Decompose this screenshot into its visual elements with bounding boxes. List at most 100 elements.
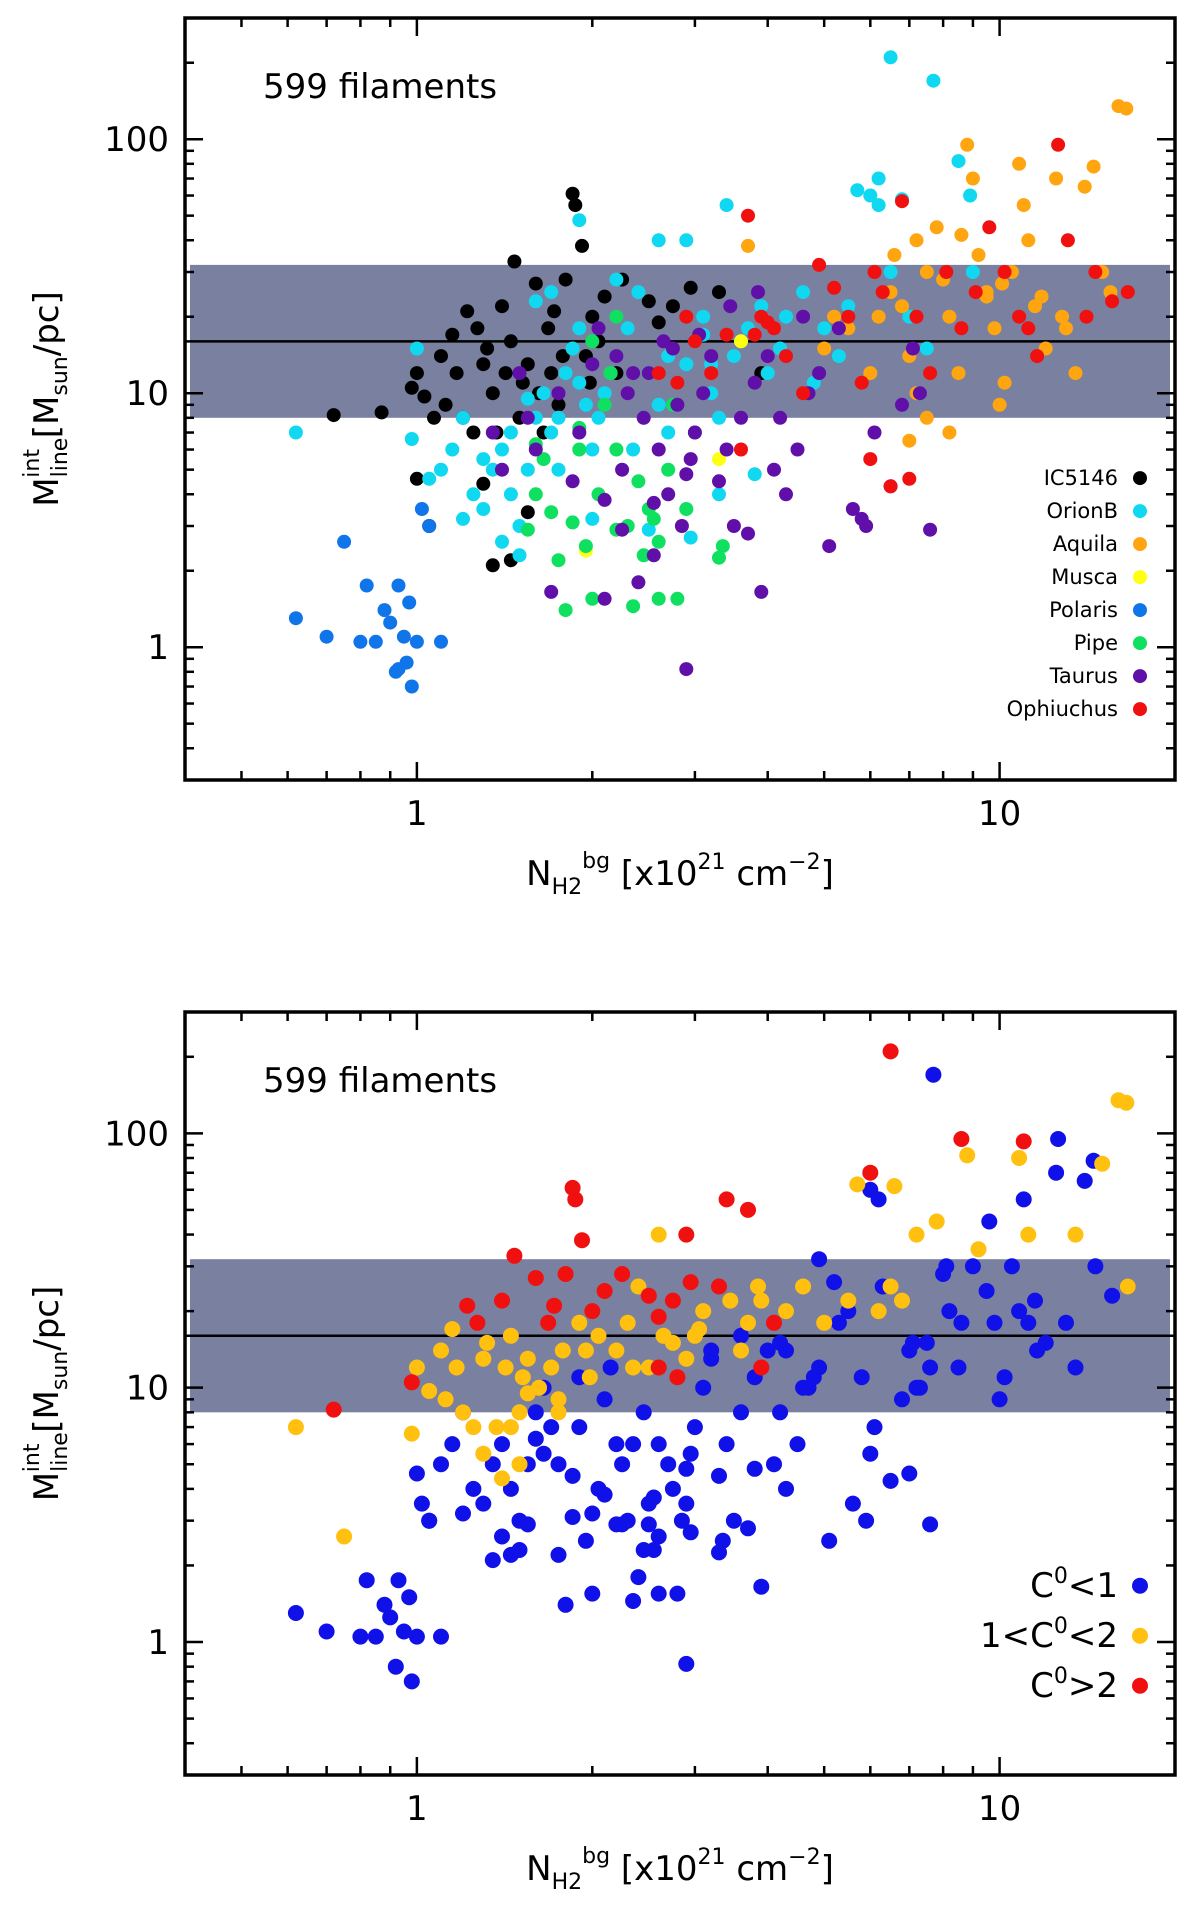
data-point (673, 1512, 690, 1529)
data-point (465, 1419, 482, 1436)
data-point (979, 285, 994, 300)
data-point (939, 265, 954, 279)
data-point (812, 257, 827, 272)
data-point (519, 1516, 536, 1533)
data-point (827, 309, 842, 324)
data-point (925, 1066, 942, 1083)
data-point (558, 603, 573, 618)
data-point (391, 662, 406, 677)
data-point (911, 1379, 928, 1396)
data-point (970, 1241, 987, 1258)
data-point (434, 634, 448, 649)
data-point (650, 1226, 667, 1243)
data-point (1015, 1133, 1032, 1150)
data-point (674, 519, 689, 533)
data-point (712, 474, 726, 489)
data-point (991, 1391, 1008, 1408)
data-point (704, 366, 719, 381)
data-point (1011, 1150, 1028, 1166)
data-point (747, 375, 762, 390)
data-point (928, 1213, 945, 1230)
data-point (511, 1404, 528, 1421)
data-point (476, 452, 491, 467)
data-point (1067, 1226, 1084, 1243)
data-point (408, 1628, 425, 1645)
data-point (978, 1283, 995, 1299)
data-point (555, 349, 570, 364)
data-point (536, 452, 551, 467)
data-point (551, 410, 566, 425)
series-Taurus (485, 285, 938, 677)
data-point (635, 1404, 652, 1421)
data-point (609, 309, 624, 324)
data-point (543, 1359, 560, 1376)
legend-swatch (1132, 1677, 1148, 1694)
data-point (826, 1274, 843, 1291)
data-point (614, 1266, 631, 1282)
data-point (651, 534, 666, 549)
data-point (527, 1270, 544, 1286)
legend-label: Aquila (1053, 532, 1118, 556)
data-point (796, 285, 811, 300)
data-point (564, 1467, 581, 1484)
data-point (571, 1419, 588, 1436)
legend-swatch (1132, 1577, 1148, 1594)
legend-item: Musca (1051, 565, 1147, 589)
data-point (494, 1292, 510, 1309)
data-point (374, 405, 389, 420)
data-point (557, 1596, 574, 1613)
data-point (863, 188, 878, 203)
data-point (383, 615, 398, 630)
data-point (614, 1456, 631, 1473)
data-point (651, 233, 666, 248)
data-point (520, 357, 535, 372)
data-point (503, 334, 518, 349)
data-point (683, 530, 698, 545)
data-point (403, 1425, 420, 1442)
data-point (661, 425, 676, 440)
data-point (1060, 233, 1075, 248)
data-point (485, 558, 500, 573)
data-point (853, 1369, 870, 1386)
data-point (741, 238, 755, 253)
data-point (733, 1327, 749, 1344)
data-point (887, 248, 902, 262)
data-point (963, 188, 978, 203)
legend-item: Taurus (1049, 664, 1147, 688)
data-point (796, 309, 811, 324)
data-point (367, 1628, 384, 1645)
data-point (646, 548, 661, 563)
data-point (894, 1391, 910, 1408)
data-point (926, 73, 941, 88)
data-point (395, 1623, 412, 1640)
data-point (609, 442, 624, 457)
x-tick-label: 10 (978, 1789, 1021, 1829)
data-point (995, 276, 1010, 291)
legend-label: OrionB (1046, 499, 1118, 523)
data-point (536, 386, 551, 401)
data-point (733, 1404, 749, 1421)
legend-item: Pipe (1074, 631, 1147, 655)
data-point (520, 505, 535, 520)
data-point (551, 553, 566, 568)
data-point (778, 1480, 794, 1497)
data-point (460, 304, 475, 319)
data-point (387, 1658, 404, 1675)
data-point (741, 526, 755, 541)
data-point (753, 1292, 770, 1309)
data-point (660, 1456, 677, 1473)
data-point (1120, 285, 1135, 300)
data-point (409, 634, 424, 649)
data-point (661, 487, 676, 502)
data-point (565, 341, 580, 356)
data-point (678, 1460, 695, 1477)
data-point (287, 1419, 304, 1436)
data-point (695, 1303, 712, 1320)
data-point (577, 1342, 594, 1359)
data-point (1119, 1278, 1136, 1295)
data-point (747, 467, 762, 482)
data-point (554, 1342, 571, 1359)
data-point (591, 410, 606, 425)
data-point (795, 1278, 812, 1295)
y-tick-label: 100 (104, 1114, 169, 1154)
